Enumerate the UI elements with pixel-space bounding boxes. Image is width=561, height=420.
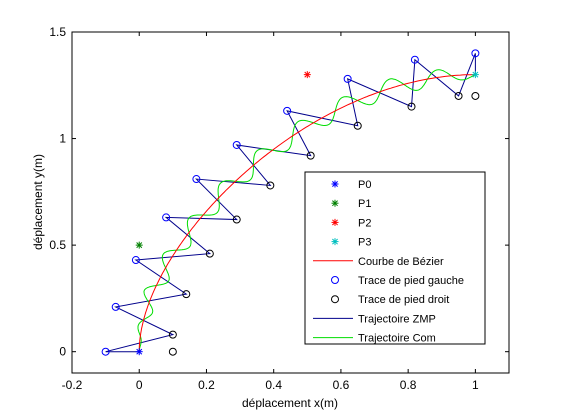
y-tick-label: 0.5 xyxy=(49,238,66,252)
control-point-p2 xyxy=(304,71,311,78)
legend-entry-2-label: P2 xyxy=(358,217,371,229)
y-tick-label: 1 xyxy=(59,132,66,146)
x-tick-label: 0.4 xyxy=(265,378,282,392)
legend-entry-8-label: Trajectoire Com xyxy=(358,333,436,345)
x-axis-label: déplacement x(m) xyxy=(242,396,338,410)
legend-entry-1-label: P1 xyxy=(358,198,371,210)
x-tick-label: -0.2 xyxy=(62,378,83,392)
x-tick-label: 0.8 xyxy=(400,378,417,392)
x-tick-label: 0 xyxy=(136,378,143,392)
x-tick-label: 0.2 xyxy=(198,378,215,392)
x-tick-label: 0.6 xyxy=(333,378,350,392)
legend-entry-5-label: Trace de pied gauche xyxy=(358,275,464,287)
control-point-p1 xyxy=(136,242,143,249)
legend-entry-0-label: P0 xyxy=(358,179,371,191)
legend-entry-7-label: Trajectoire ZMP xyxy=(358,313,436,325)
legend: P0 P1 P2 P3 Courbe de Bézier Trace de pied ga… xyxy=(305,172,485,345)
legend-entry-2-marker xyxy=(332,219,339,226)
control-point-p3 xyxy=(472,71,479,78)
legend-entry-3-marker xyxy=(332,238,339,245)
y-tick-label: 0 xyxy=(59,345,66,359)
legend-entry-0-marker xyxy=(332,181,339,188)
y-tick-label: 1.5 xyxy=(49,25,66,39)
y-axis-label: déplacement y(m) xyxy=(31,154,45,250)
legend-entry-3-label: P3 xyxy=(358,237,371,249)
legend-entry-1-marker xyxy=(332,200,339,207)
legend-entry-6-label: Trace de pied droit xyxy=(358,294,449,306)
control-point-p0 xyxy=(136,348,143,355)
legend-entry-4-label: Courbe de Bézier xyxy=(358,256,444,268)
x-tick-label: 1 xyxy=(472,378,479,392)
